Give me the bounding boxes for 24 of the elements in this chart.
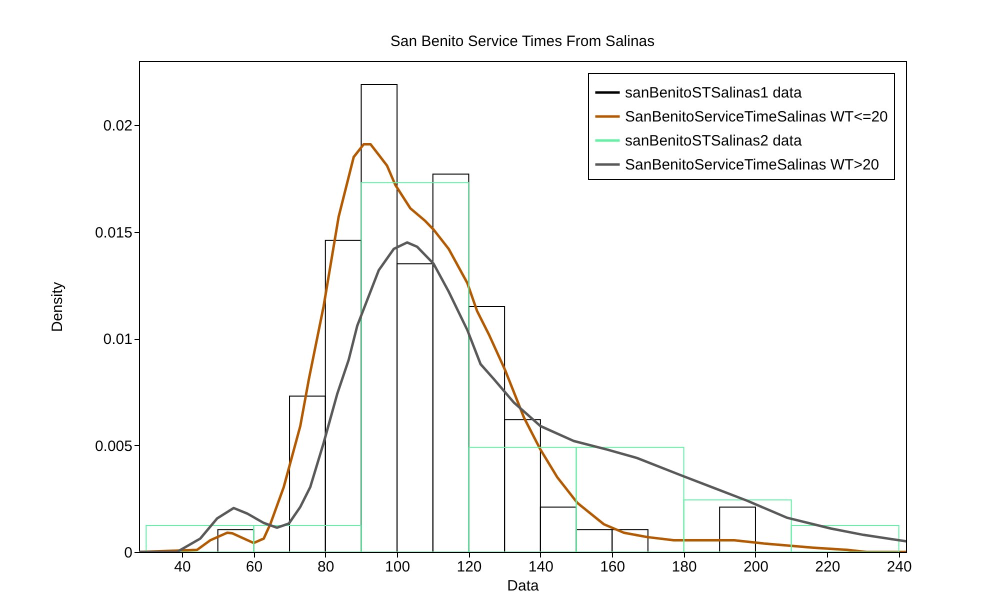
line-series <box>139 241 906 552</box>
x-tick-label: 100 <box>385 558 410 576</box>
x-tick-label: 120 <box>456 558 482 576</box>
x-tick-label: 140 <box>528 558 554 576</box>
x-tick-label: 160 <box>600 558 626 576</box>
y-tick-label: 0.015 <box>94 224 132 242</box>
y-axis-title: Density <box>48 282 66 332</box>
y-tick-label: 0 <box>124 544 132 562</box>
legend-label: sanBenitoSTSalinas1 data <box>625 84 802 102</box>
x-tick-label: 240 <box>886 558 912 576</box>
legend-label: SanBenitoServiceTimeSalinas WT>20 <box>625 156 880 174</box>
x-tick-label: 40 <box>174 558 191 576</box>
x-tick-label: 80 <box>318 558 334 576</box>
y-tick-label: 0.005 <box>94 438 132 455</box>
legend-label: SanBenitoServiceTimeSalinas WT<=20 <box>625 108 888 126</box>
x-tick-label: 220 <box>815 558 840 576</box>
chart-title: San Benito Service Times From Salinas <box>390 33 655 50</box>
x-tick-label: 180 <box>672 558 697 576</box>
legend-label: sanBenitoSTSalinas2 data <box>625 132 802 150</box>
y-tick-label: 0.02 <box>103 118 132 135</box>
x-axis-title: Data <box>507 578 540 594</box>
x-tick-label: 60 <box>246 558 263 576</box>
x-tick-label: 200 <box>743 558 768 576</box>
y-tick-label: 0.01 <box>103 331 132 348</box>
